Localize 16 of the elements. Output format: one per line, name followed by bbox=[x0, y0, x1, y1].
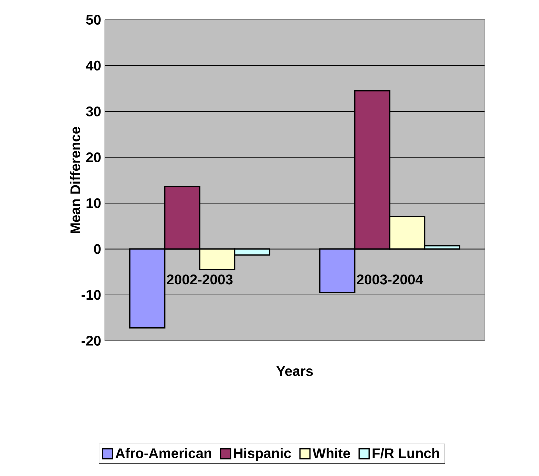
x-tick-label: 2002-2003 bbox=[167, 274, 233, 285]
legend-label: White bbox=[312, 448, 350, 458]
y-tick-label: 20 bbox=[86, 152, 101, 163]
legend-label: F/R Lunch bbox=[372, 448, 440, 459]
x-axis-title: Years bbox=[276, 366, 314, 376]
y-tick-label: 10 bbox=[86, 198, 101, 208]
y-tick-label: -20 bbox=[82, 336, 101, 346]
legend-label: Hispanic bbox=[234, 448, 292, 462]
y-tick-label: -10 bbox=[82, 290, 101, 300]
y-tick-label: 50 bbox=[86, 15, 101, 25]
legend-label: Afro-American bbox=[116, 448, 212, 458]
x-tick-label: 2003-2004 bbox=[357, 274, 424, 285]
y-tick-label: 30 bbox=[86, 106, 101, 117]
y-tick-label: 0 bbox=[94, 244, 101, 254]
y-axis-title: Mean Difference bbox=[70, 127, 80, 234]
y-tick-label: 40 bbox=[86, 60, 101, 71]
